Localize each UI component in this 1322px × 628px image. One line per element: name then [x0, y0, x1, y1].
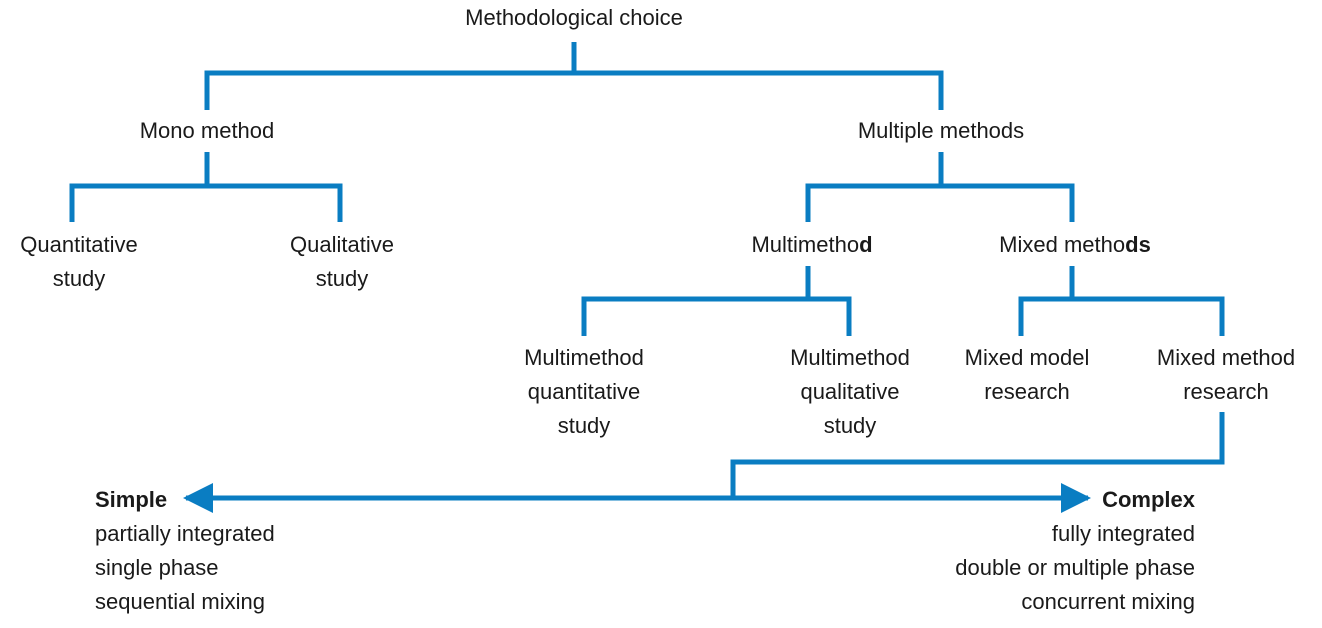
node-mono-method: Mono method — [139, 118, 275, 143]
complex-line: concurrent mixing — [1021, 589, 1195, 614]
multiple-connector — [805, 152, 1075, 222]
simple-title: Simple — [95, 487, 168, 512]
simple-line: partially integrated — [95, 521, 275, 546]
node-multimethod-quantitative-study: Multimethod quantitative study — [524, 345, 644, 438]
root-node-methodological-choice: Methodological choice — [465, 5, 683, 30]
complex-line: double or multiple phase — [955, 555, 1195, 580]
simple-line: sequential mixing — [95, 589, 265, 614]
node-multimethod-qualitative-study: Multimethod qualitative study — [790, 345, 910, 438]
complex-title: Complex — [1102, 487, 1195, 512]
mixed-method-to-continuum-connector — [730, 412, 1225, 498]
mono-connector — [69, 152, 343, 222]
node-quantitative-study: Quantitative study — [20, 232, 138, 291]
node-mixed-methods: Mixed methods — [999, 232, 1151, 257]
node-multiple-methods: Multiple methods — [857, 118, 1025, 143]
complex-end-block: Complex fully integrated double or multi… — [955, 483, 1195, 619]
simple-line: single phase — [95, 555, 219, 580]
simple-end-block: Simple partially integrated single phase… — [95, 483, 275, 619]
node-mixed-method-research: Mixed method research — [1156, 345, 1296, 404]
root-connector — [204, 42, 944, 110]
node-multimethod: Multimethod — [751, 232, 873, 257]
node-qualitative-study: Qualitative study — [290, 232, 394, 291]
multimethod-connector — [581, 266, 852, 336]
complex-line: fully integrated — [1051, 521, 1195, 546]
node-mixed-model-research: Mixed model research — [964, 345, 1090, 404]
mixed-connector — [1018, 266, 1225, 336]
